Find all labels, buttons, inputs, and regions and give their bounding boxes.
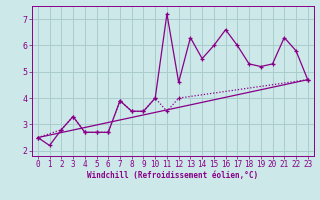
- X-axis label: Windchill (Refroidissement éolien,°C): Windchill (Refroidissement éolien,°C): [87, 171, 258, 180]
